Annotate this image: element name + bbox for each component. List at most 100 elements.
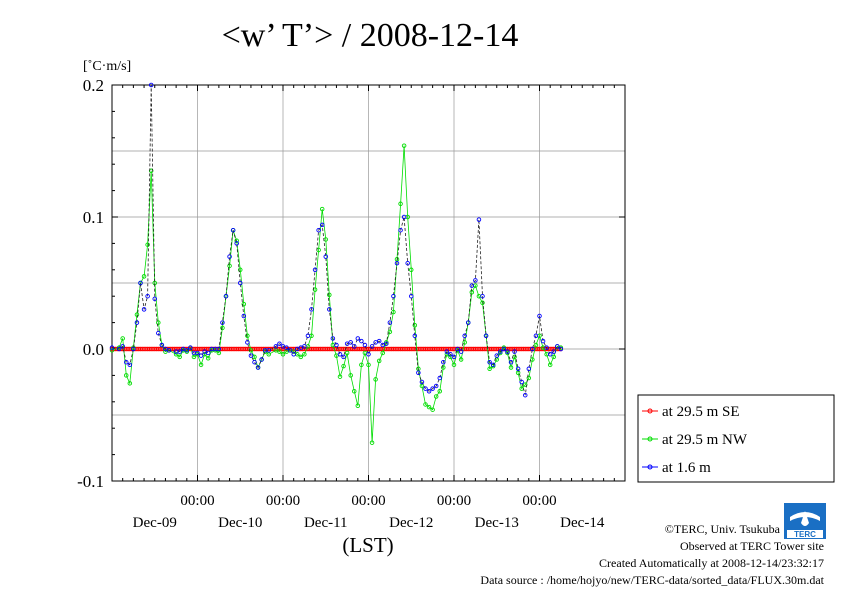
legend-marker <box>647 464 653 470</box>
data-point <box>469 289 475 295</box>
data-point <box>245 333 250 339</box>
data-point <box>123 359 129 365</box>
data-point <box>380 350 386 356</box>
x-time-label: 00:00 <box>266 493 300 509</box>
data-point <box>359 338 364 344</box>
data-point <box>476 217 482 222</box>
grid <box>112 85 625 481</box>
data-point <box>298 354 304 360</box>
data-point <box>409 267 414 273</box>
data-point <box>533 342 539 348</box>
data-point <box>227 254 232 259</box>
data-point <box>138 280 143 286</box>
data-point <box>501 346 507 352</box>
data-point <box>237 267 243 273</box>
x-day-label: Dec-14 <box>560 515 605 531</box>
y-tick-label: 0.1 <box>83 208 104 227</box>
series-2 <box>109 82 564 398</box>
x-day-label: Dec-11 <box>304 515 348 531</box>
terc-logo: TERC <box>784 503 826 539</box>
data-point <box>305 333 311 339</box>
data-point <box>216 346 222 352</box>
data-point <box>412 322 418 328</box>
data-point <box>469 283 475 288</box>
data-point <box>334 342 339 348</box>
data-point <box>220 325 225 331</box>
data-point <box>451 362 457 368</box>
x-day-label: Dec-12 <box>389 515 433 531</box>
data-point <box>127 362 133 368</box>
data-point <box>462 340 467 345</box>
data-point <box>480 300 485 306</box>
data-point <box>195 350 200 356</box>
data-point <box>131 346 136 352</box>
data-point <box>156 330 161 336</box>
data-point <box>337 374 343 379</box>
data-point <box>266 348 272 353</box>
data-point <box>540 338 546 344</box>
data-point <box>277 341 282 346</box>
data-point <box>198 362 204 368</box>
data-point <box>362 342 368 348</box>
data-point <box>302 344 307 349</box>
data-point <box>330 336 336 341</box>
data-point <box>159 342 165 348</box>
data-point <box>430 386 435 391</box>
data-point <box>156 320 161 325</box>
data-point <box>369 344 375 349</box>
data-point <box>177 349 182 354</box>
data-point <box>355 336 361 341</box>
legend-label: at 1.6 m <box>662 460 711 476</box>
data-point <box>458 357 464 362</box>
data-point <box>490 362 496 368</box>
chart-title: <w’ T’> / 2008-12-14 <box>222 17 519 54</box>
data-point <box>205 350 211 356</box>
data-point <box>259 357 264 362</box>
data-point <box>373 340 378 345</box>
data-point <box>401 143 407 148</box>
data-point <box>523 392 528 398</box>
data-point <box>551 354 557 360</box>
data-point <box>177 354 182 360</box>
data-point <box>227 263 232 269</box>
x-time-label: 00:00 <box>522 493 556 509</box>
data-point <box>369 440 375 445</box>
data-point <box>405 260 410 266</box>
data-point <box>327 292 332 298</box>
data-point <box>533 333 539 339</box>
data-point <box>458 349 464 354</box>
legend-box <box>637 394 835 483</box>
data-point <box>173 352 179 357</box>
data-point <box>366 362 371 368</box>
data-point <box>341 354 346 360</box>
data-point <box>387 320 393 325</box>
data-point <box>373 377 378 382</box>
legend-label: at 29.5 m SE <box>662 404 740 420</box>
x-time-label: 00:00 <box>437 493 471 509</box>
data-point <box>437 388 443 394</box>
data-point <box>376 338 382 344</box>
data-point <box>401 214 407 220</box>
data-point <box>473 278 478 283</box>
y-tick-label: 0.0 <box>83 340 104 359</box>
y-tick-label: -0.1 <box>77 472 104 491</box>
data-point <box>241 301 247 307</box>
data-point <box>312 267 318 273</box>
data-point <box>398 201 403 207</box>
copyright-text: ©TERC, Univ. Tsukuba <box>665 522 781 536</box>
data-point <box>515 366 521 372</box>
data-point <box>184 348 190 353</box>
data-point <box>327 307 332 312</box>
data-point <box>145 293 150 299</box>
data-point <box>426 404 432 410</box>
data-point <box>441 365 446 370</box>
data-point <box>223 293 229 299</box>
data-point <box>512 349 517 354</box>
legend-marker <box>647 436 653 442</box>
data-point <box>127 381 133 386</box>
data-point <box>145 242 150 247</box>
data-point <box>198 353 204 358</box>
y-axis: 0.2 0.1 0.0 -0.1 <box>77 76 625 491</box>
data-point <box>220 320 225 325</box>
